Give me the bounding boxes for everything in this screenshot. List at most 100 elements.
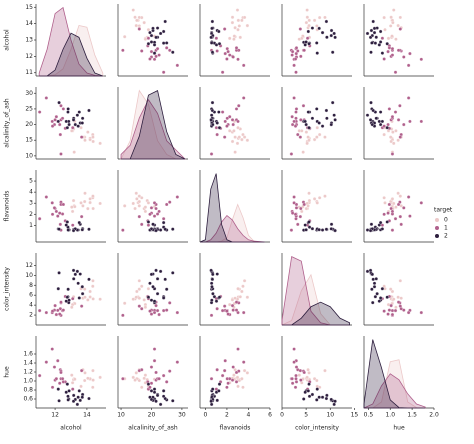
scatter-point	[396, 118, 401, 122]
scatter-point	[70, 205, 74, 209]
y-tick-label: 1.0	[23, 378, 33, 385]
scatter-point	[158, 402, 163, 407]
scatter-point	[155, 277, 160, 281]
scatter-point	[66, 398, 70, 402]
scatter-point	[230, 298, 235, 302]
scatter-point	[70, 381, 75, 385]
scatter-point	[382, 57, 386, 61]
scatter-point	[307, 394, 312, 399]
scatter-point	[292, 360, 296, 364]
scatter-point	[70, 209, 75, 214]
scatter-point	[57, 100, 61, 105]
scatter-point	[133, 15, 137, 20]
scatter-point	[139, 196, 144, 200]
scatter-point	[402, 122, 406, 127]
scatter-point	[390, 228, 395, 232]
scatter-point	[57, 399, 61, 403]
scatter-point	[131, 375, 135, 380]
x-axis-label: alcalinity_of_ash	[128, 425, 178, 432]
scatter-point	[80, 227, 85, 232]
scatter-point	[77, 220, 82, 225]
scatter-point	[242, 368, 247, 373]
scatter-point	[241, 96, 246, 100]
scatter-point	[66, 287, 70, 291]
scatter-point	[65, 220, 70, 224]
scatter-point	[330, 100, 335, 105]
scatter-point	[58, 132, 63, 137]
scatter-point	[163, 277, 167, 282]
scatter-point	[388, 287, 393, 291]
scatter-point	[380, 36, 385, 40]
scatter-point	[324, 19, 329, 24]
scatter-point	[303, 119, 307, 124]
x-tick-label: 14	[83, 412, 91, 419]
scatter-point	[148, 385, 152, 390]
scatter-point	[88, 137, 92, 142]
x-tick-label: 12	[51, 412, 59, 419]
scatter-point	[289, 152, 294, 156]
scatter-point	[157, 312, 161, 317]
y-tick-label: 6	[29, 292, 33, 299]
scatter-point	[154, 35, 158, 40]
scatter-point	[232, 34, 237, 38]
scatter-point	[241, 284, 245, 289]
scatter-point	[121, 376, 125, 381]
scatter-point	[382, 309, 386, 313]
y-tick-label: 10	[25, 272, 33, 279]
scatter-point	[329, 227, 333, 231]
scatter-point	[245, 371, 250, 375]
scatter-point	[240, 137, 244, 142]
scatter-point	[419, 201, 424, 205]
scatter-point	[380, 227, 385, 231]
scatter-point	[317, 196, 322, 200]
scatter-point	[59, 370, 63, 375]
scatter-point	[294, 51, 298, 56]
scatter-point	[369, 28, 374, 33]
scatter-point	[406, 63, 411, 68]
scatter-point	[209, 152, 214, 156]
scatter-point	[171, 399, 175, 403]
scatter-point	[372, 26, 377, 31]
scatter-point	[371, 277, 375, 282]
scatter-point	[161, 70, 166, 74]
scatter-point	[58, 307, 63, 311]
scatter-point	[164, 308, 169, 312]
scatter-point	[217, 125, 222, 130]
scatter-point	[298, 368, 303, 373]
scatter-point	[67, 122, 71, 127]
scatter-point	[215, 132, 219, 137]
scatter-point	[242, 279, 247, 283]
scatter-point	[235, 8, 240, 12]
scatter-point	[217, 29, 221, 34]
y-tick-label: 2	[29, 312, 33, 319]
scatter-point	[382, 124, 386, 128]
scatter-point	[151, 222, 155, 227]
scatter-point	[161, 296, 166, 300]
scatter-point	[52, 206, 57, 210]
y-tick-label: 4	[29, 189, 33, 196]
scatter-point	[155, 308, 160, 313]
scatter-point	[292, 96, 296, 100]
scatter-point	[137, 296, 142, 300]
scatter-point	[217, 389, 221, 393]
scatter-point	[225, 116, 229, 121]
scatter-point	[157, 209, 161, 214]
scatter-point	[371, 19, 375, 24]
scatter-point	[121, 228, 125, 232]
scatter-point	[154, 54, 158, 59]
scatter-point	[317, 26, 321, 31]
scatter-point	[325, 393, 329, 398]
scatter-point	[56, 358, 60, 363]
scatter-point	[146, 220, 151, 224]
scatter-point	[164, 46, 169, 50]
scatter-point	[298, 135, 303, 139]
scatter-point	[220, 110, 225, 114]
scatter-point	[163, 227, 167, 232]
scatter-point	[87, 396, 91, 401]
scatter-point	[146, 295, 151, 299]
scatter-point	[139, 385, 144, 390]
scatter-point	[215, 121, 219, 125]
scatter-point	[301, 397, 306, 401]
scatter-point	[86, 298, 90, 302]
